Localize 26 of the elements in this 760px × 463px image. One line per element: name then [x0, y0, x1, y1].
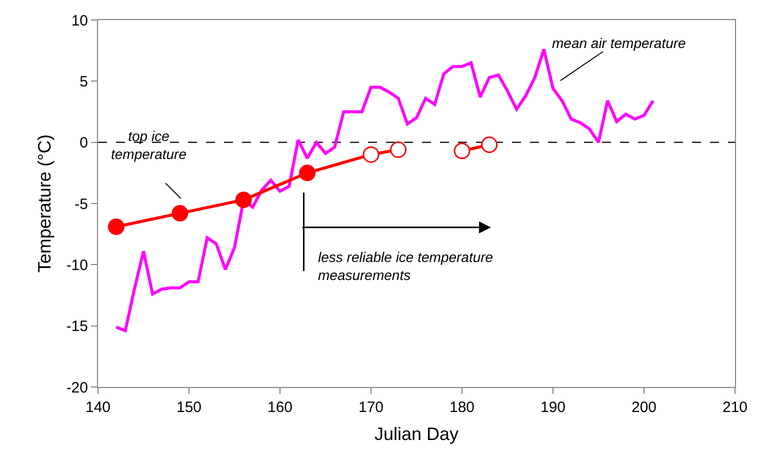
y-tick-label: 5: [80, 73, 88, 90]
annotation: top ice temperature: [111, 128, 187, 162]
x-tick-label: 190: [540, 399, 566, 416]
x-tick-label: 140: [85, 399, 111, 416]
y-tick-label: -20: [66, 379, 88, 396]
point: [172, 205, 188, 222]
point: [454, 142, 470, 160]
y-tick-label: -10: [66, 256, 88, 274]
point: [299, 164, 316, 182]
x-tick-label: 150: [176, 399, 202, 416]
point: [108, 218, 124, 235]
x-tick-label: 200: [631, 399, 657, 416]
point: [481, 136, 498, 154]
y-axis-title: Temperature (°C): [34, 134, 55, 273]
x-tick-label: 180: [449, 399, 475, 416]
y-tick-label: 0: [80, 134, 88, 152]
x-tick-label: 160: [267, 399, 293, 416]
annotation: mean air temperature: [552, 35, 686, 51]
annotation: less reliable ice temperature measurements: [318, 249, 494, 284]
x-axis-title: Julian Day: [374, 424, 459, 444]
y-tick-label: -5: [74, 196, 88, 213]
y-tick-label: -15: [66, 318, 88, 336]
x-tick-label: 170: [358, 399, 384, 416]
point: [235, 192, 252, 208]
x-tick-label: 210: [722, 399, 748, 416]
y-tick-label: 10: [71, 12, 88, 30]
